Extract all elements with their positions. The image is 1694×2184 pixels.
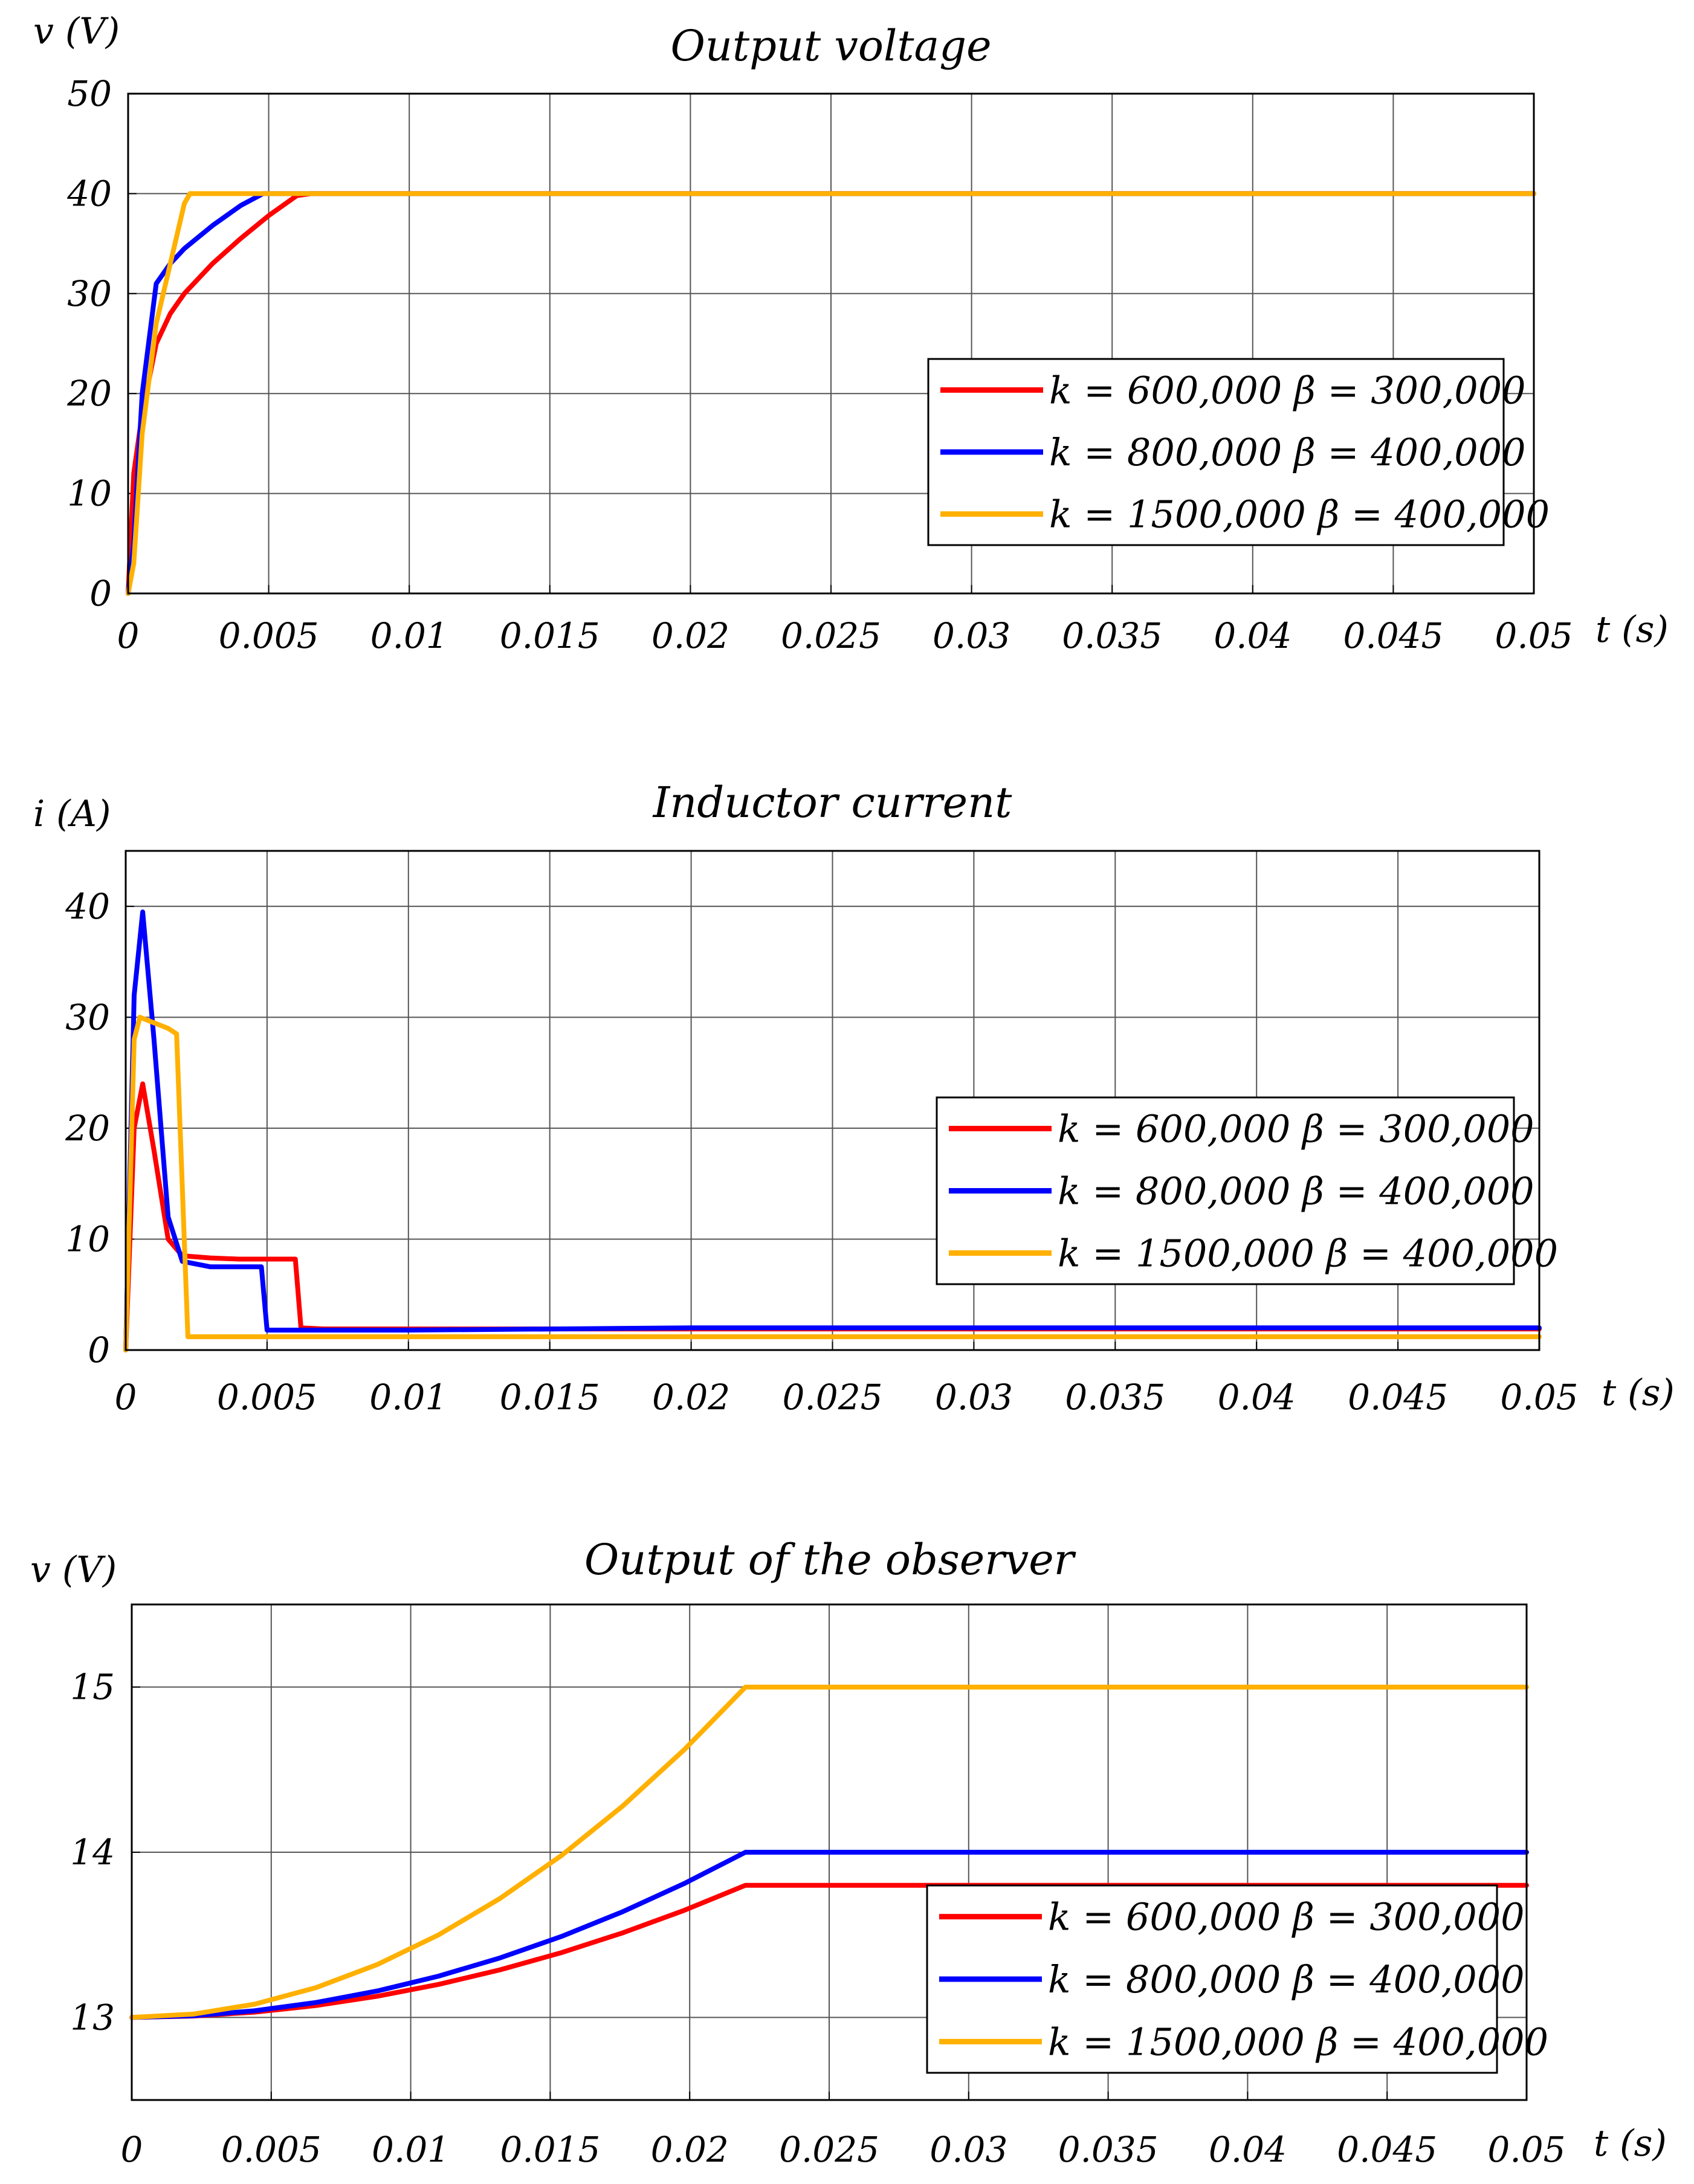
legend-label-3: k = 1500,000 β = 400,000 <box>1049 493 1550 537</box>
series-line-3 <box>126 191 1536 596</box>
y-tick-label: 0 <box>88 1329 110 1371</box>
x-tick-label: 0.025 <box>782 1377 882 1418</box>
chart-title: Output voltage <box>670 21 991 71</box>
x-tick-label: 0.015 <box>500 2129 600 2170</box>
x-tick-label: 0.01 <box>369 1377 447 1418</box>
x-tick-label: 0.04 <box>1209 2129 1287 2170</box>
x-tick-label: 0.005 <box>221 2129 322 2170</box>
x-tick-label: 0.045 <box>1337 2129 1437 2170</box>
subplot-1: 0 0.005 0.01 0.015 0.02 0.025 0.03 0.035 0.04 0.0… <box>33 10 1669 656</box>
x-tick-label: 0.02 <box>651 615 729 656</box>
y-tick-label: 13 <box>70 1997 115 2038</box>
x-tick-label: 0.01 <box>370 615 448 656</box>
x-tick-label: 0.05 <box>1487 2129 1565 2170</box>
x-axis-label: t (s) <box>1602 1372 1675 1414</box>
x-tick-label: 0.01 <box>372 2129 450 2170</box>
y-axis-label: i (A) <box>33 793 111 835</box>
axes-box <box>124 850 1540 1351</box>
y-tick-label: 0 <box>89 573 112 614</box>
legend-label-2: k = 800,000 β = 400,000 <box>1058 1169 1534 1213</box>
legend-label-2: k = 800,000 β = 400,000 <box>1048 1957 1525 2001</box>
x-tick-label: 0.015 <box>500 615 600 656</box>
subplot-2: 0 0.005 0.01 0.015 0.02 0.025 0.03 0.035 0.04 0.0… <box>33 778 1675 1418</box>
series-line-3 <box>129 1684 1529 2020</box>
x-axis-label: t (s) <box>1595 609 1669 651</box>
y-tick-label: 30 <box>67 273 112 314</box>
y-tick-label: 30 <box>65 997 110 1038</box>
legend-label-1: k = 600,000 β = 300,000 <box>1048 1895 1525 1939</box>
legend-label-1: k = 600,000 β = 300,000 <box>1058 1107 1534 1151</box>
x-tick-label: 0.03 <box>935 1377 1013 1418</box>
y-axis-label: v (V) <box>30 1549 117 1591</box>
x-tick-label: 0.05 <box>1495 615 1573 656</box>
x-tick-label: 0 <box>121 2129 143 2170</box>
subplot-3: 0 0.005 0.01 0.015 0.02 0.025 0.03 0.035 0.04 0.0… <box>30 1535 1667 2170</box>
legend-label-2: k = 800,000 β = 400,000 <box>1049 430 1526 474</box>
y-tick-label: 20 <box>65 1108 110 1149</box>
legend-label-3: k = 1500,000 β = 400,000 <box>1058 1232 1558 1276</box>
x-tick-label: 0.015 <box>500 1377 600 1418</box>
x-tick-label: 0.03 <box>929 2129 1007 2170</box>
y-tick-label: 14 <box>70 1832 115 1873</box>
x-axis-label: t (s) <box>1594 2122 1667 2165</box>
legend: k = 600,000 β = 300,000 k = 800,000 β = 4… <box>936 1096 1558 1285</box>
y-tick-label: 40 <box>65 886 110 927</box>
x-tick-label: 0 <box>115 1377 137 1418</box>
y-tick-label: 20 <box>66 373 112 414</box>
chart-title: Inductor current <box>652 778 1013 827</box>
x-tick-label: 0.035 <box>1062 615 1162 656</box>
x-tick-label: 0.04 <box>1214 615 1292 656</box>
axes-box <box>131 1603 1528 2101</box>
series-line-2 <box>123 909 1542 1352</box>
y-tick-label: 10 <box>67 473 112 514</box>
legend: k = 600,000 β = 300,000 k = 800,000 β = 4… <box>927 358 1550 546</box>
x-tick-label: 0.045 <box>1343 615 1443 656</box>
x-tick-label: 0 <box>117 615 140 656</box>
series-line-2 <box>129 1850 1529 2020</box>
y-tick-label: 10 <box>65 1218 110 1259</box>
legend: k = 600,000 β = 300,000 k = 800,000 β = 4… <box>926 1884 1548 2074</box>
x-tick-label: 0.025 <box>781 615 881 656</box>
y-tick-label: 15 <box>70 1667 115 1708</box>
x-tick-label: 0.035 <box>1065 1377 1165 1418</box>
x-tick-label: 0.035 <box>1058 2129 1159 2170</box>
x-tick-label: 0.005 <box>217 1377 317 1418</box>
axes-box <box>127 92 1535 595</box>
series-line-3 <box>123 1015 1542 1352</box>
x-tick-label: 0.025 <box>779 2129 879 2170</box>
x-tick-label: 0.05 <box>1500 1377 1578 1418</box>
legend-label-1: k = 600,000 β = 300,000 <box>1049 368 1526 412</box>
y-tick-label: 50 <box>67 73 112 114</box>
x-tick-label: 0.005 <box>219 615 319 656</box>
x-tick-label: 0.02 <box>651 2129 729 2170</box>
x-tick-label: 0.045 <box>1348 1377 1448 1418</box>
chart-title: Output of the observer <box>584 1535 1076 1585</box>
y-axis-label: v (V) <box>33 10 120 53</box>
x-tick-label: 0.03 <box>933 615 1010 656</box>
y-tick-label: 40 <box>66 173 112 214</box>
x-tick-label: 0.02 <box>652 1377 730 1418</box>
x-tick-label: 0.04 <box>1218 1377 1296 1418</box>
legend-label-3: k = 1500,000 β = 400,000 <box>1048 2020 1548 2064</box>
